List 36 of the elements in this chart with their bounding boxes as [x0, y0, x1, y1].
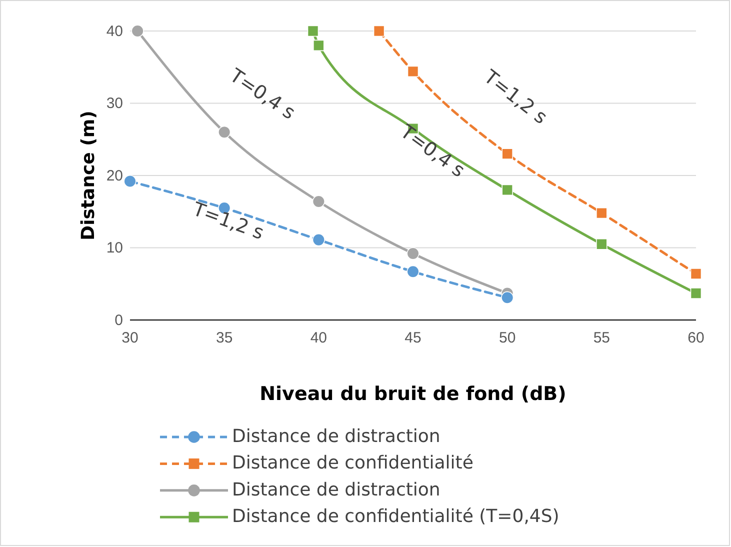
x-tick-label: 50	[498, 330, 516, 347]
point	[502, 184, 513, 196]
x-tick-label: 30	[122, 330, 138, 347]
point	[312, 233, 325, 246]
x-tick-label: 60	[688, 330, 704, 347]
point	[407, 66, 419, 78]
legend-label: Distance de confidentialité	[232, 452, 474, 474]
y-axis-title: Distance (m)	[78, 110, 99, 240]
point	[501, 291, 514, 304]
point	[373, 25, 385, 37]
y-tick-label: 30	[106, 95, 123, 112]
y-tick-label: 0	[114, 312, 123, 329]
point	[307, 25, 319, 37]
x-tick-label: 45	[404, 330, 422, 347]
y-tick-label: 20	[106, 167, 123, 184]
point	[596, 238, 608, 250]
x-tick-label: 55	[593, 330, 610, 347]
point	[313, 40, 324, 52]
point	[596, 207, 608, 219]
point	[502, 148, 513, 160]
y-tick-label: 10	[106, 240, 123, 257]
x-tick-label: 40	[310, 330, 328, 347]
y-tick-label: 40	[106, 22, 123, 40]
point	[406, 265, 420, 278]
point	[406, 247, 420, 260]
point	[690, 268, 702, 280]
point	[218, 126, 231, 138]
legend-label: Distance de distraction	[232, 479, 440, 500]
point	[312, 195, 325, 208]
legend-label: Distance de distraction	[232, 426, 440, 447]
x-axis-title: Niveau du bruit de fond (dB)	[260, 383, 566, 405]
point	[690, 288, 702, 299]
point	[124, 174, 136, 188]
x-tick-label: 35	[216, 330, 233, 347]
legend-label: Distance de confidentialité (T=0,4S)	[232, 506, 560, 528]
point	[131, 24, 144, 38]
